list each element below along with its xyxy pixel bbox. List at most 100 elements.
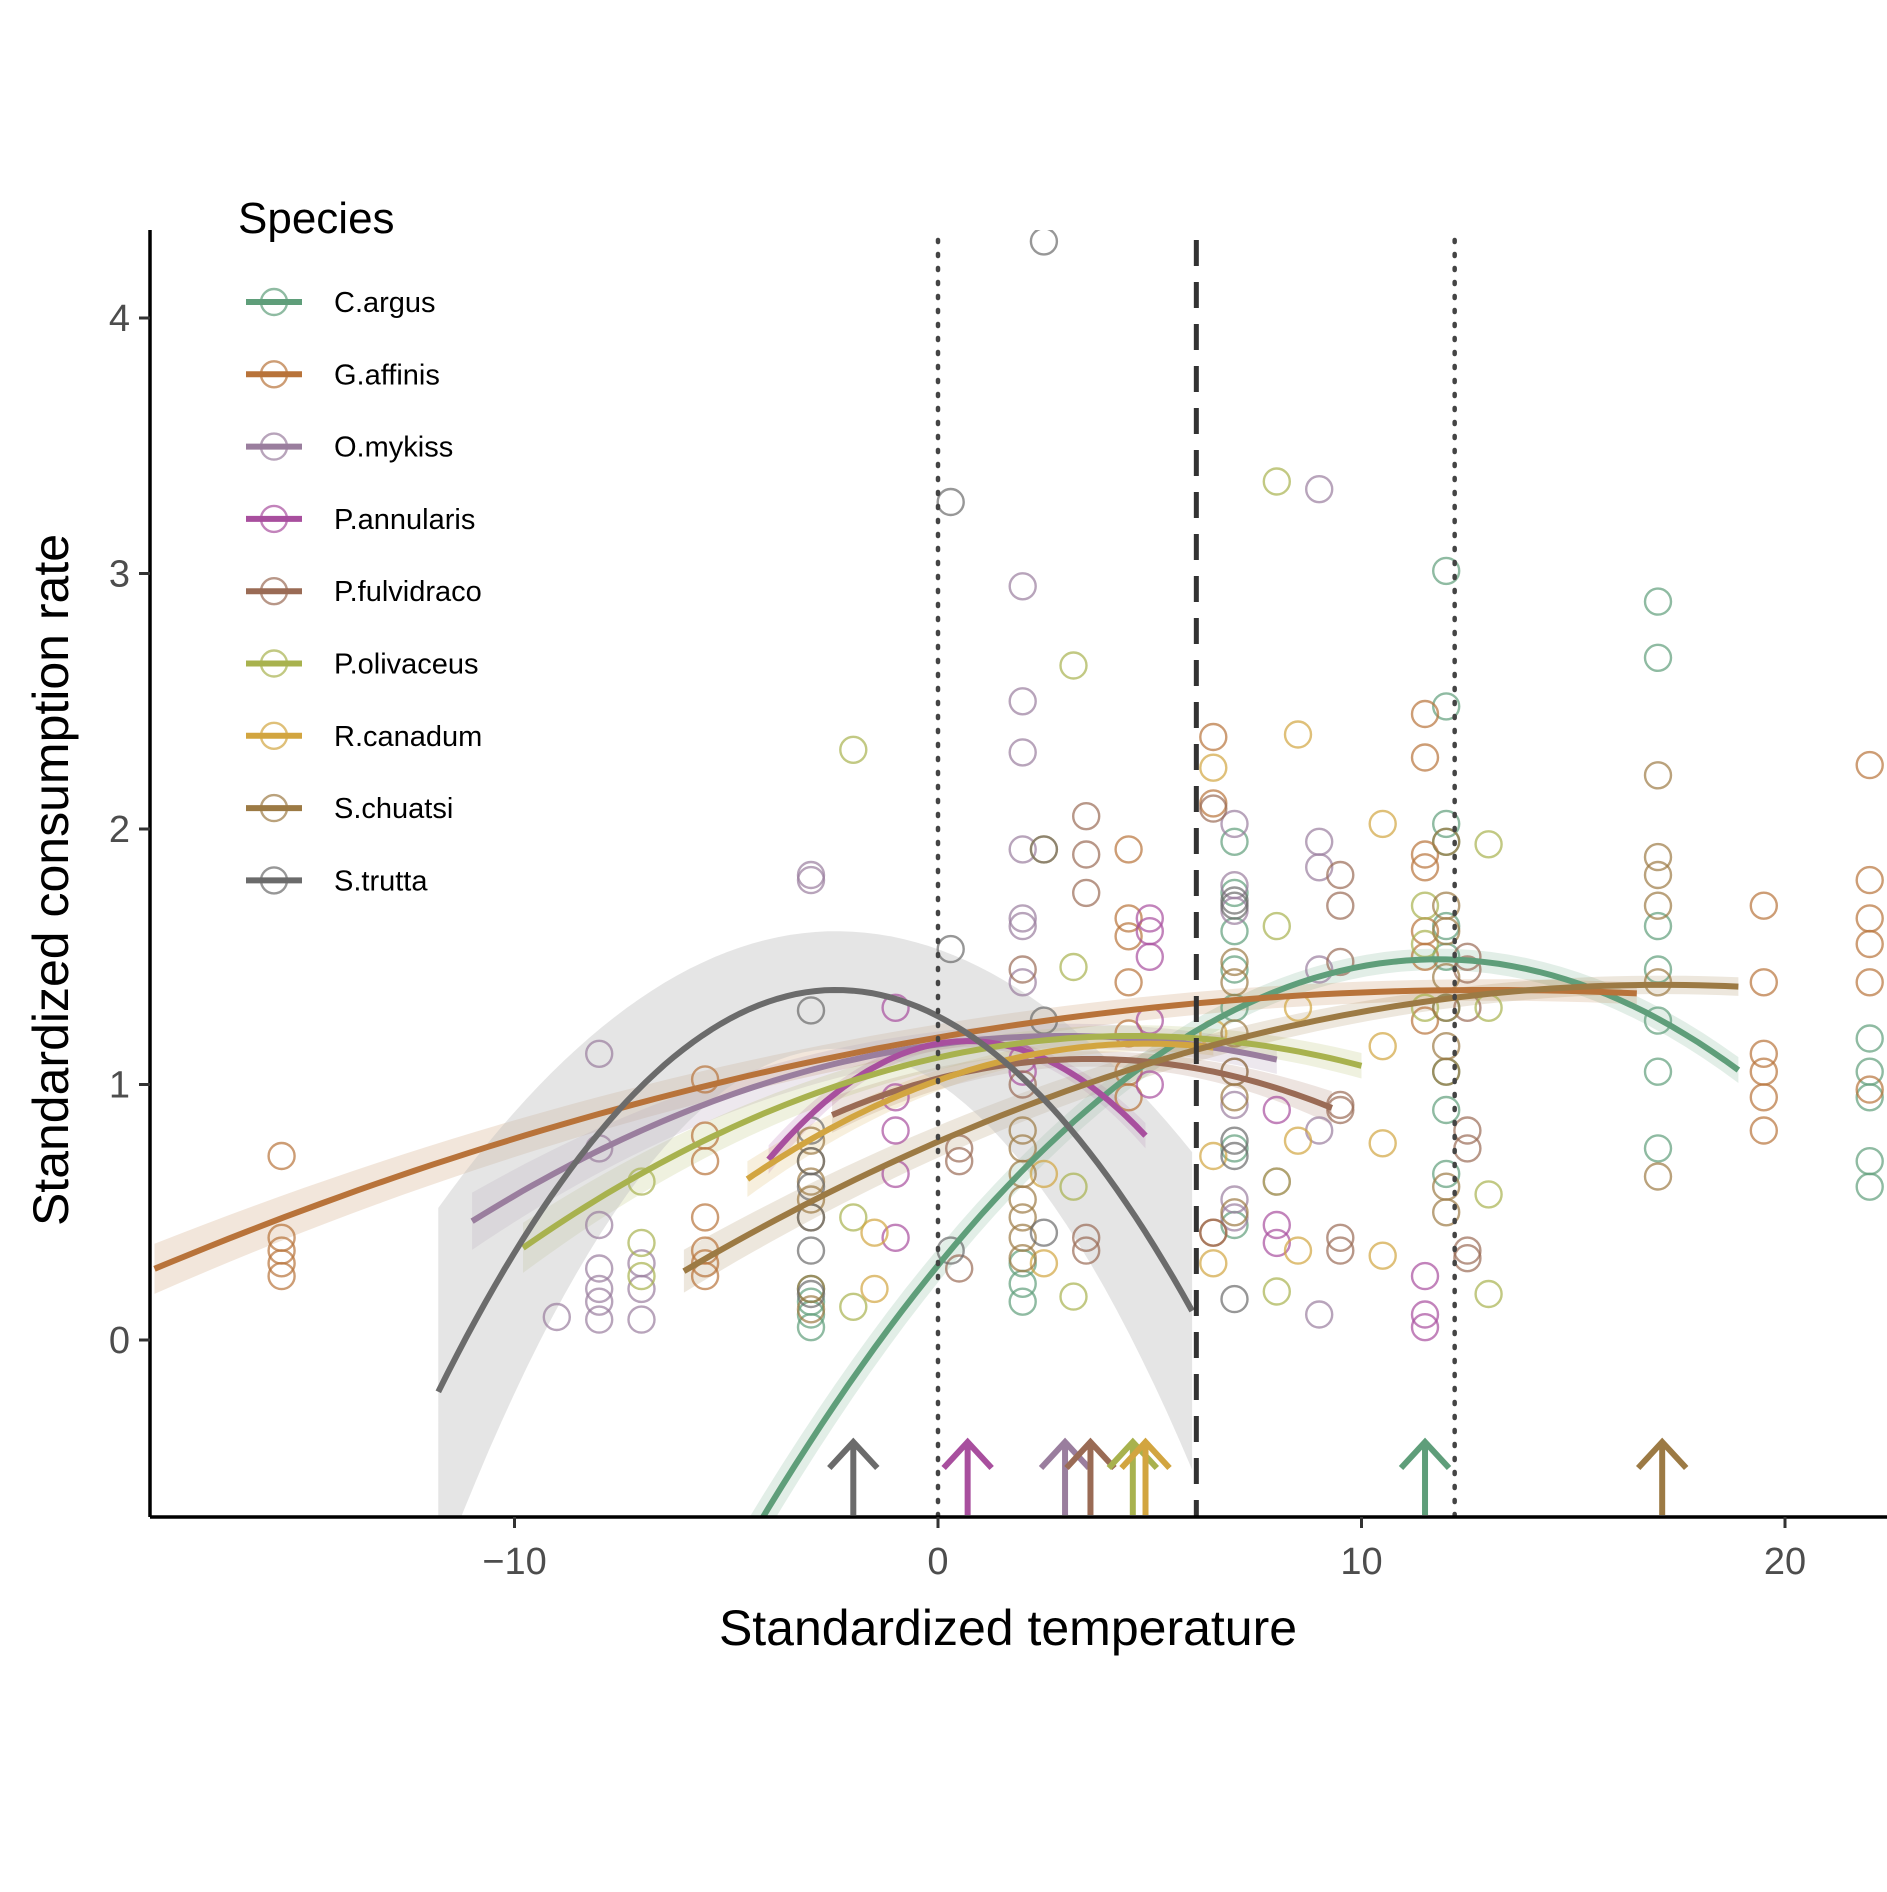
fit-curve-c-argus [759, 956, 1741, 1517]
legend-key-circle [259, 866, 289, 895]
data-point-p-fulvidraco [945, 1254, 974, 1283]
data-point-c-argus [1643, 1006, 1673, 1035]
data-point-s-chuatsi [1008, 1243, 1037, 1273]
data-point-p-annularis [1262, 1095, 1292, 1125]
data-point-g-affinis [1410, 853, 1440, 882]
data-point-g-affinis [1114, 904, 1143, 933]
data-point-p-fulvidraco [1326, 1095, 1355, 1125]
confidence-band-c-argus [749, 948, 1739, 1517]
data-point-p-fulvidraco [1453, 1243, 1482, 1273]
data-point-s-trutta [936, 487, 965, 517]
data-point-g-affinis [1410, 743, 1440, 772]
legend-title: Species [238, 194, 395, 243]
data-point-o-mykiss [585, 1287, 614, 1316]
data-point-p-annularis [1262, 1210, 1292, 1240]
data-point-p-annularis [881, 1116, 910, 1145]
data-point-s-chuatsi [1008, 1203, 1037, 1232]
data-point-g-affinis [1114, 1083, 1143, 1112]
data-point-c-argus [1431, 556, 1461, 586]
data-point-r-canadum [1199, 1141, 1228, 1171]
legend-key-circle [259, 287, 289, 317]
data-point-g-affinis [267, 1249, 296, 1278]
data-point-o-mykiss [1304, 853, 1334, 882]
optimum-arrow-s-chuatsi [1635, 1437, 1689, 1515]
data-point-p-annularis [1410, 1300, 1440, 1329]
data-point-g-affinis [1199, 722, 1228, 752]
data-point-s-chuatsi [1220, 1083, 1249, 1112]
data-point-p-fulvidraco [1199, 794, 1228, 823]
legend-key-circle [259, 721, 289, 750]
legend-key-circle [259, 577, 289, 606]
fit-curve-s-chuatsi [682, 981, 1739, 1274]
legend-item: R.canadum [246, 721, 482, 753]
fit-curve-r-canadum [745, 1040, 1214, 1182]
data-point-p-olivaceus [1059, 1172, 1088, 1201]
data-point-s-trutta [936, 934, 965, 964]
x-tick-label: 0 [927, 1541, 948, 1583]
data-point-p-annularis [1135, 942, 1165, 971]
data-point-r-canadum [1283, 1126, 1313, 1155]
data-point-p-fulvidraco [1199, 1218, 1228, 1247]
legend: Species C.argus G.affinis O.mykiss P.annula… [238, 194, 482, 897]
data-point-s-chuatsi [1220, 1198, 1249, 1227]
data-point-s-chuatsi [1008, 1116, 1037, 1145]
data-point-g-affinis [1410, 699, 1440, 729]
data-point-o-mykiss [1220, 1185, 1249, 1214]
data-point-s-chuatsi [1431, 917, 1461, 946]
data-point-s-chuatsi [1643, 860, 1673, 890]
y-tick-label: 3 [109, 554, 130, 596]
data-point-s-chuatsi [1008, 1223, 1037, 1253]
legend-item: P.annularis [246, 504, 475, 536]
data-point-o-mykiss [1008, 738, 1037, 767]
optimum-arrows [827, 1437, 1689, 1515]
data-point-o-mykiss [1304, 475, 1334, 504]
data-point-p-fulvidraco [1326, 947, 1355, 977]
data-point-p-olivaceus [1474, 830, 1503, 859]
data-point-p-olivaceus [1410, 891, 1440, 920]
data-point-c-argus [1220, 955, 1249, 984]
data-point-p-fulvidraco [1453, 1134, 1482, 1163]
data-point-o-mykiss [1220, 809, 1249, 839]
optimum-arrow-p-annularis [941, 1437, 994, 1515]
data-point-r-canadum [1283, 1236, 1313, 1265]
data-point-g-affinis [1855, 1075, 1884, 1104]
data-point-c-argus [1855, 1172, 1884, 1201]
data-point-s-trutta [1220, 1126, 1249, 1155]
optimum-arrow-r-canadum [1119, 1437, 1172, 1515]
data-point-s-chuatsi [1220, 968, 1249, 997]
data-point-p-annularis [1135, 904, 1165, 933]
data-point-r-canadum [1368, 1129, 1397, 1158]
data-point-c-argus [1220, 917, 1249, 946]
legend-label: O.mykiss [334, 432, 453, 464]
data-point-r-canadum [1368, 1241, 1397, 1270]
legend-label: C.argus [334, 287, 436, 319]
data-point-p-fulvidraco [945, 1146, 974, 1176]
data-point-o-mykiss [1008, 911, 1037, 941]
y-tick-label: 0 [109, 1320, 130, 1362]
data-point-o-mykiss [585, 1254, 614, 1283]
data-point-c-argus [1431, 1095, 1461, 1125]
legend-item: P.olivaceus [246, 649, 479, 681]
data-point-g-affinis [1855, 904, 1884, 933]
data-point-o-mykiss [585, 1305, 614, 1334]
x-tick-label: −10 [482, 1541, 546, 1583]
data-point-o-mykiss [1008, 687, 1037, 716]
data-point-p-olivaceus [627, 1261, 656, 1291]
data-point-o-mykiss [1008, 904, 1037, 933]
fit-curve-p-fulvidraco [830, 1056, 1334, 1118]
data-point-s-trutta [1029, 230, 1059, 256]
data-point-s-chuatsi [796, 1185, 826, 1214]
y-tick-label: 4 [109, 298, 130, 340]
data-point-o-mykiss [1008, 835, 1037, 864]
data-point-o-mykiss [627, 1274, 656, 1304]
data-point-s-chuatsi [1431, 993, 1461, 1022]
legend-key-circle [259, 432, 289, 461]
data-point-o-mykiss [796, 865, 826, 895]
data-point-o-mykiss [585, 1039, 614, 1069]
data-point-s-trutta [796, 1236, 826, 1265]
data-point-c-argus [1643, 643, 1673, 672]
data-point-c-argus [1643, 1134, 1673, 1163]
data-point-p-annularis [881, 993, 910, 1022]
data-point-c-argus [1008, 1269, 1037, 1299]
data-point-p-olivaceus [1059, 952, 1088, 982]
